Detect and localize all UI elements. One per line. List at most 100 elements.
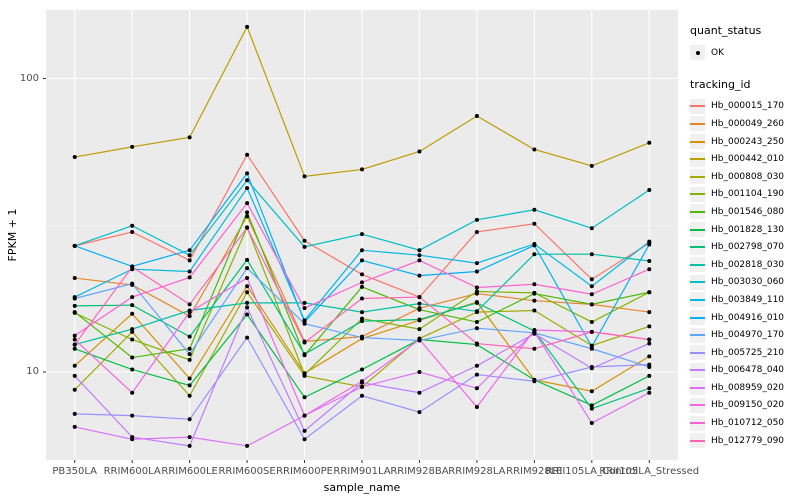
data-point: [532, 243, 537, 248]
y-axis-title: FPKM + 1: [6, 208, 19, 262]
legend-item-label: Hb_003030_060: [711, 277, 785, 288]
data-point: [245, 335, 250, 340]
data-point: [245, 214, 250, 219]
line-swatch-icon: [690, 439, 705, 442]
data-point: [647, 290, 652, 295]
data-point: [589, 163, 594, 168]
data-point: [589, 329, 594, 334]
data-point: [532, 147, 537, 152]
legend-key: [690, 134, 705, 150]
data-point: [302, 395, 307, 400]
data-point: [532, 298, 537, 303]
legend-item: Hb_012779_090: [690, 432, 798, 450]
data-point: [532, 252, 537, 257]
data-point: [589, 284, 594, 289]
data-point: [474, 114, 479, 119]
data-point: [187, 258, 192, 263]
legend-key: [690, 433, 705, 449]
line-swatch-icon: [690, 386, 705, 389]
data-point: [72, 373, 77, 378]
data-point: [187, 417, 192, 422]
data-point: [187, 248, 192, 253]
data-point: [130, 229, 135, 234]
data-point: [360, 280, 364, 285]
data-point: [474, 404, 479, 409]
x-tick-label: RRIM928LE: [506, 466, 563, 477]
data-point: [130, 327, 135, 332]
data-point: [647, 373, 652, 378]
data-point: [474, 217, 479, 222]
legend-item: Hb_004970_170: [690, 326, 798, 344]
data-point: [474, 372, 479, 377]
line-swatch-icon: [690, 105, 705, 108]
data-point: [130, 311, 135, 316]
data-point: [130, 355, 135, 360]
data-point: [72, 363, 77, 368]
data-point: [589, 292, 594, 297]
data-point: [187, 253, 192, 258]
line-swatch-icon: [690, 334, 705, 337]
legend-item: Hb_004916_010: [690, 309, 798, 327]
data-point: [417, 258, 422, 263]
data-point: [130, 413, 135, 418]
data-point: [72, 424, 77, 429]
legend-item: Hb_000243_250: [690, 133, 798, 151]
data-point: [130, 264, 135, 269]
data-point: [187, 352, 192, 357]
legend-item-label: Hb_001104_190: [711, 189, 785, 200]
data-point: [302, 437, 307, 442]
data-point: [417, 307, 422, 312]
data-point: [360, 384, 364, 389]
data-point: [360, 284, 364, 289]
data-point: [589, 320, 594, 325]
data-point: [474, 386, 479, 391]
data-point: [360, 335, 364, 340]
legend-item: Hb_006478_040: [690, 362, 798, 380]
data-point: [130, 437, 135, 442]
data-point: [532, 221, 537, 226]
data-point: [474, 341, 479, 346]
line-swatch-icon: [690, 298, 705, 301]
legend-key: [690, 380, 705, 396]
data-point: [187, 443, 192, 448]
x-tick-label: RRIM600LE: [161, 466, 218, 477]
legend-key: [690, 186, 705, 202]
data-point: [360, 272, 364, 277]
data-point: [417, 370, 422, 374]
legend-item-label: Hb_012779_090: [711, 435, 785, 446]
data-point: [302, 174, 307, 179]
data-point: [532, 346, 537, 351]
line-swatch-icon: [690, 422, 705, 425]
legend-item: Hb_000808_030: [690, 168, 798, 186]
legend-item-label: Hb_009150_020: [711, 400, 785, 411]
line-swatch-icon: [690, 246, 705, 249]
data-point: [187, 135, 192, 140]
legend-item-label: Hb_002798_070: [711, 242, 785, 253]
data-point: [302, 428, 307, 433]
data-point: [187, 435, 192, 440]
data-point: [245, 210, 250, 215]
data-point: [647, 267, 652, 272]
legend-item: Hb_001828_130: [690, 221, 798, 239]
legend-item: Hb_001104_190: [690, 186, 798, 204]
data-point: [245, 443, 250, 448]
data-point: [302, 300, 307, 305]
legend-key: [690, 239, 705, 255]
data-point: [72, 303, 77, 308]
line-swatch-icon: [690, 175, 705, 178]
line-swatch-icon: [690, 369, 705, 372]
data-point: [72, 155, 77, 160]
line-swatch-icon: [690, 281, 705, 284]
data-point: [245, 171, 250, 176]
legend-item: Hb_003849_110: [690, 291, 798, 309]
legend-key: [690, 257, 705, 273]
data-point: [589, 403, 594, 408]
data-point: [532, 308, 537, 313]
data-point: [474, 309, 479, 314]
data-point: [187, 357, 192, 362]
data-point: [302, 372, 307, 377]
x-tick-label: RRIM928BA: [390, 466, 449, 477]
legend-item-label: Hb_004916_010: [711, 312, 785, 323]
y-tick-label: 10: [26, 366, 39, 377]
